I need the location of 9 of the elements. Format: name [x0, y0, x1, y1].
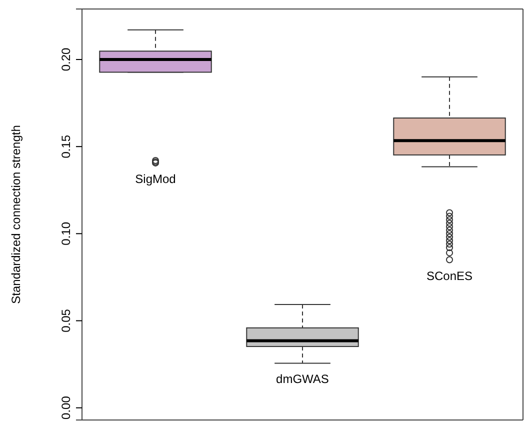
y-tick-label: 0.20	[59, 48, 73, 72]
y-axis-title: Standardized connection strength	[9, 125, 23, 304]
y-tick-label: 0.00	[59, 396, 73, 420]
y-tick-label: 0.15	[59, 134, 73, 158]
annotation: SigMod	[135, 172, 176, 186]
y-tick-label: 0.10	[59, 222, 73, 246]
annotation: SConES	[426, 268, 473, 283]
y-tick-label: 0.05	[59, 308, 73, 332]
annotation: dmGWAS	[276, 372, 329, 386]
